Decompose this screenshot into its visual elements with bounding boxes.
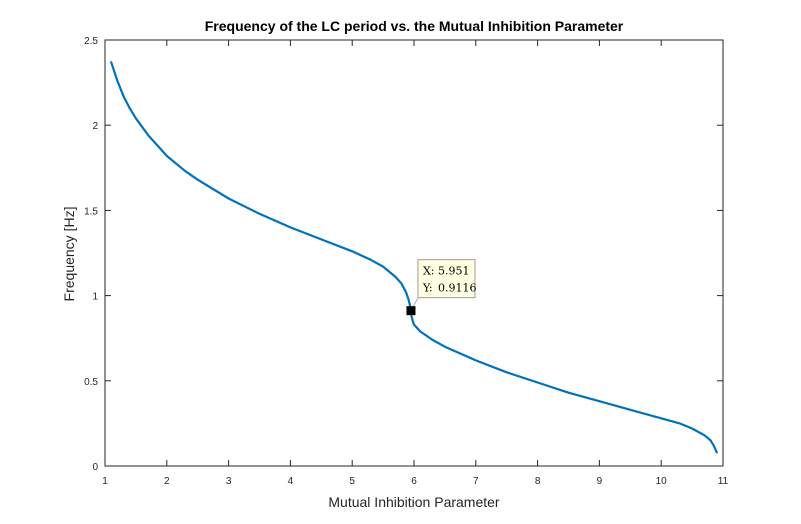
- datatip-box[interactable]: [417, 259, 476, 299]
- y-tick-label: 2: [92, 121, 98, 132]
- y-tick-label: 2.5: [84, 36, 98, 47]
- y-tick-label: 0: [92, 462, 98, 473]
- datatip-y-value: 0.9116: [438, 282, 477, 295]
- datatip[interactable]: X: 5.951 Y: 0.9116: [406, 259, 477, 316]
- x-tick-label: 10: [656, 476, 668, 487]
- x-tick-label: 9: [597, 476, 603, 487]
- datatip-x-value: 5.951: [438, 265, 470, 278]
- x-tick-label: 3: [226, 476, 232, 487]
- plot-area: 1 2 3 4 5 6 7 8 9 10 11 0 0.5 1 1.5 2 2.5 X: 5.951 Y: 0…: [84, 36, 729, 487]
- x-tick-label: 1: [102, 476, 108, 487]
- axes-box: [104, 39, 724, 467]
- x-axis-label: Mutual Inhibition Parameter: [328, 494, 500, 510]
- chart-title: Frequency of the LC period vs. the Mutua…: [205, 18, 624, 34]
- y-axis-label: Frequency [Hz]: [61, 207, 77, 302]
- x-tick-labels: 1 2 3 4 5 6 7 8 9 10 11: [102, 476, 728, 487]
- x-tick-label: 7: [473, 476, 479, 487]
- series-line: [110, 61, 718, 454]
- x-tick-label: 8: [535, 476, 541, 487]
- y-tick-label: 0.5: [84, 377, 98, 388]
- tick-marks: [104, 39, 724, 467]
- datatip-y-label: Y:: [422, 282, 433, 295]
- datatip-marker[interactable]: [406, 306, 416, 316]
- x-tick-label: 4: [288, 476, 294, 487]
- x-tick-label: 5: [349, 476, 355, 487]
- datatip-x-label: X:: [423, 265, 435, 278]
- x-tick-label: 2: [164, 476, 170, 487]
- y-tick-labels: 0 0.5 1 1.5 2 2.5: [84, 36, 98, 473]
- y-tick-label: 1: [92, 292, 98, 303]
- x-tick-label: 6: [411, 476, 417, 487]
- x-tick-label: 11: [718, 476, 729, 487]
- y-tick-label: 1.5: [84, 206, 98, 217]
- series-layer: [110, 61, 718, 454]
